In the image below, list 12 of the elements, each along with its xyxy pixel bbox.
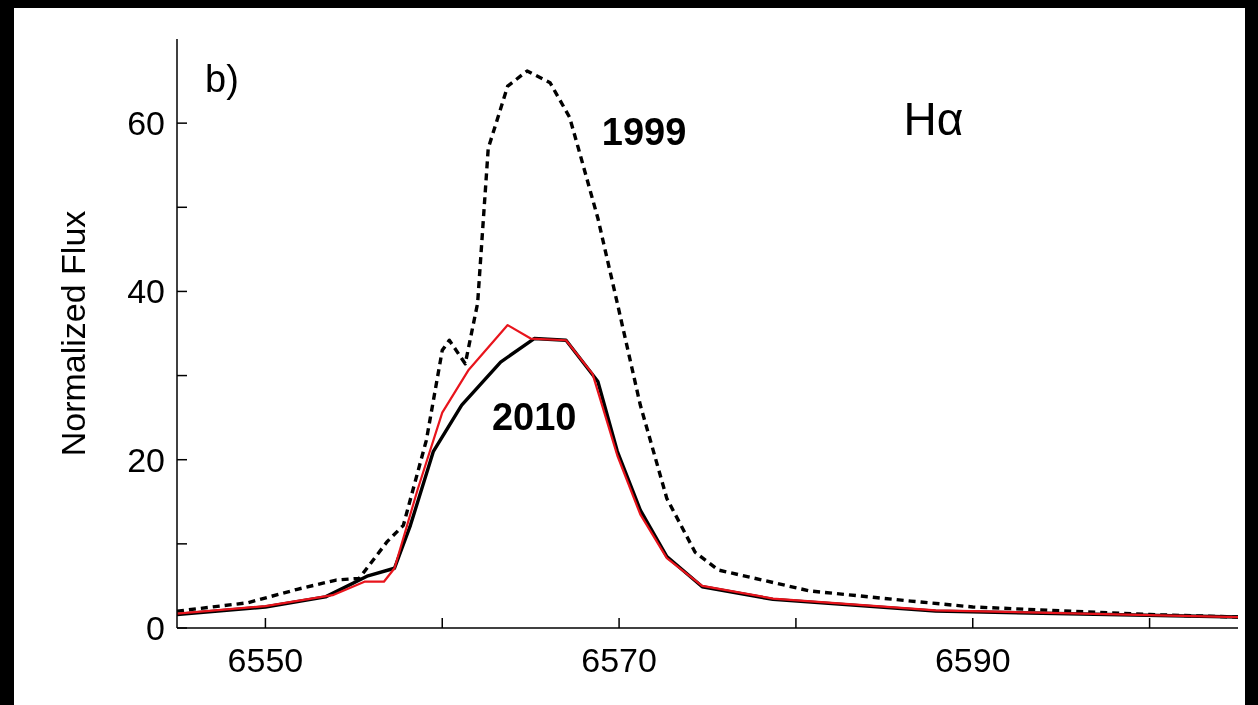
y-tick-label: 0: [146, 609, 165, 647]
y-tick-label: 40: [127, 272, 165, 311]
x-tick-label: 6550: [227, 641, 304, 679]
annotation: b): [205, 58, 239, 100]
text: Hα: [903, 93, 964, 145]
y-tick-label: 60: [127, 104, 165, 143]
y-axis-title: Normalized Flux: [54, 210, 92, 457]
series-label: 2010: [491, 395, 577, 438]
y-tick-label: 20: [127, 440, 165, 479]
x-tick-label: 6590: [934, 641, 1011, 679]
x-tick-label: 6570: [581, 641, 657, 679]
series-label: 1999: [601, 110, 687, 153]
